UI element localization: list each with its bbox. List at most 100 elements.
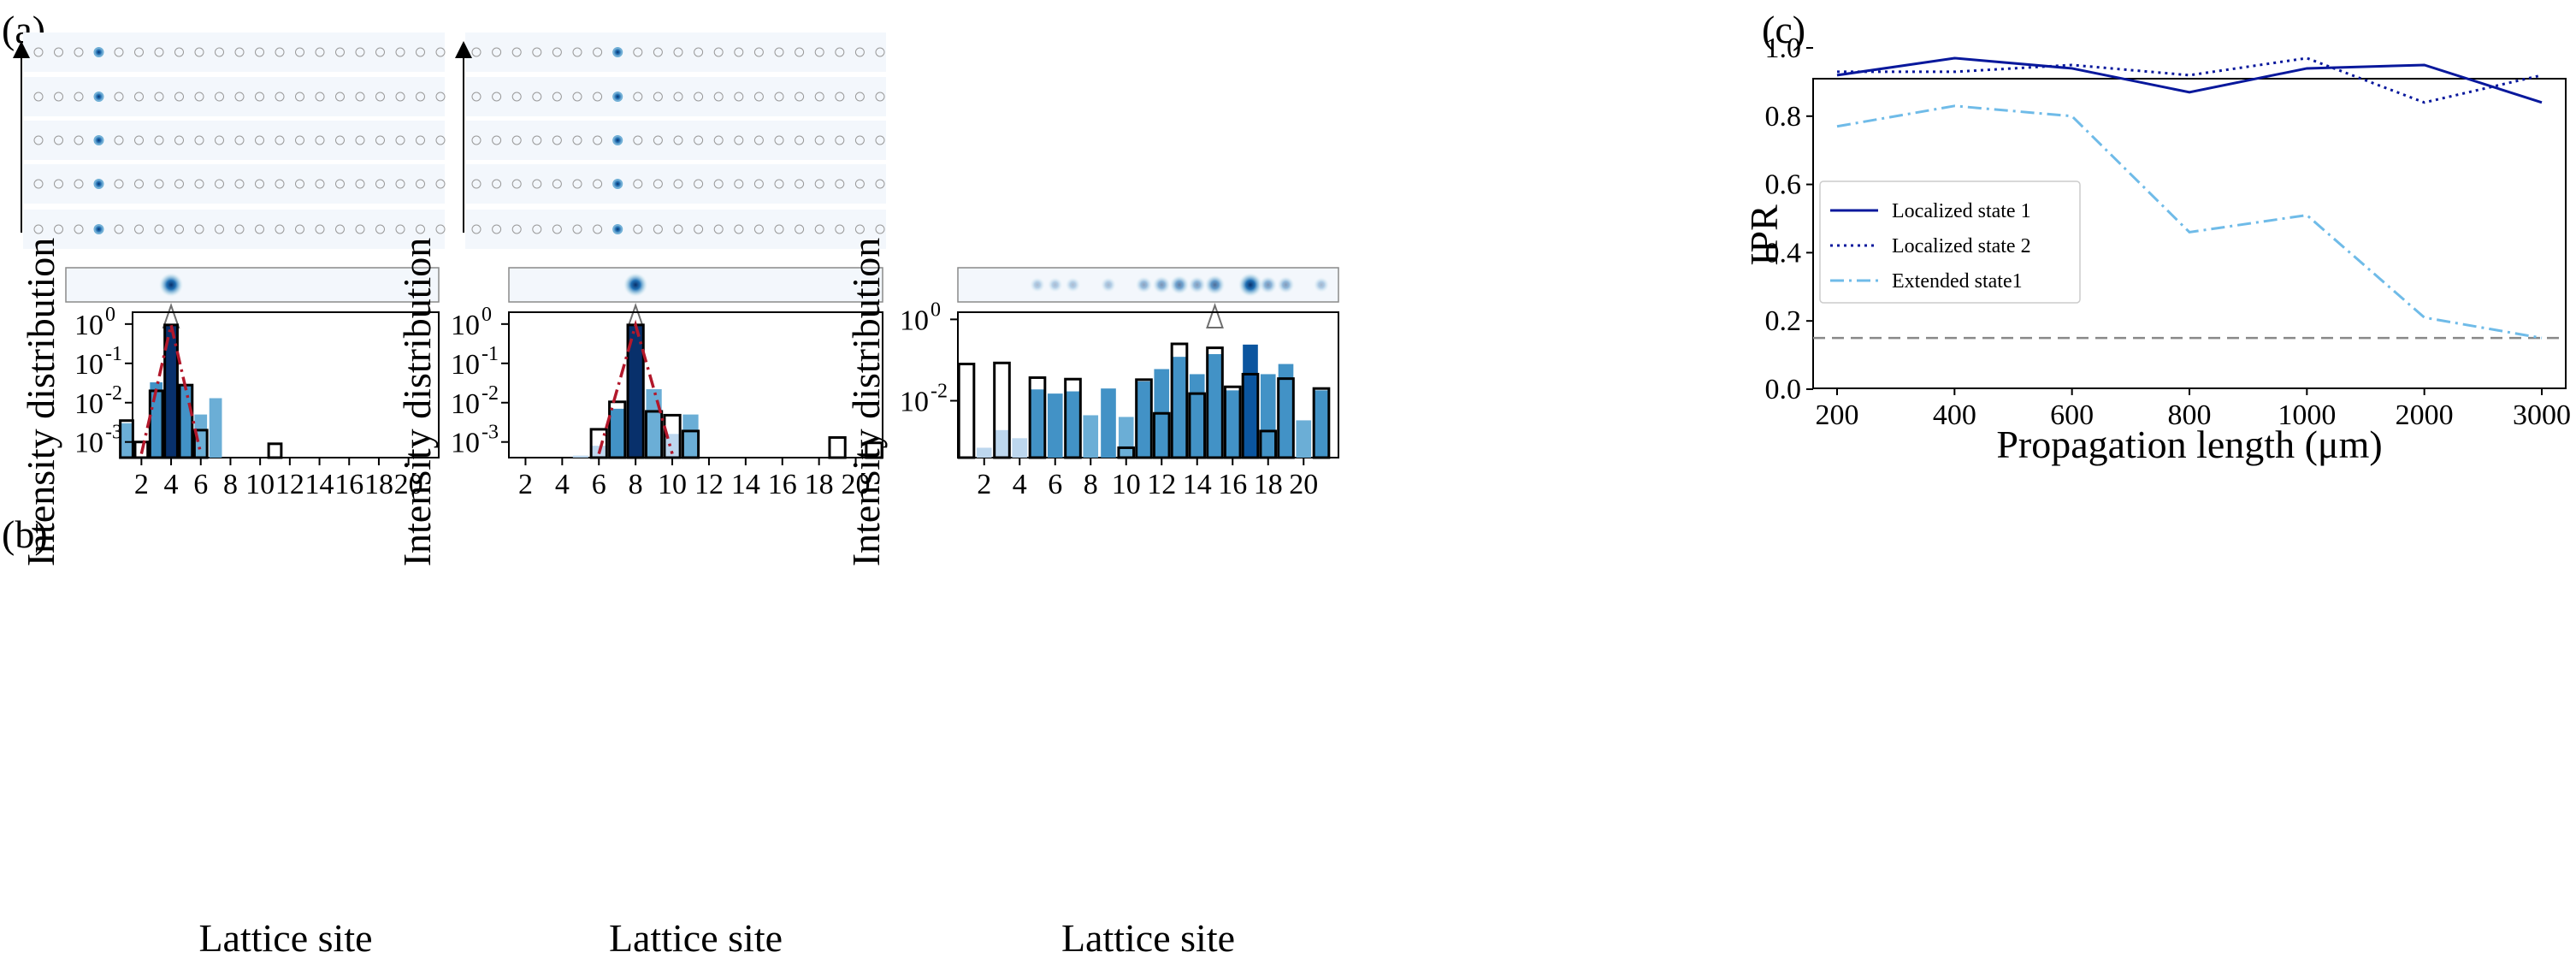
legend: Localized state 1 Localized state 2 Exte…	[1819, 180, 2081, 304]
waveguide	[633, 179, 643, 189]
waveguide	[355, 179, 365, 189]
outline-bar	[1206, 346, 1224, 459]
waveguide	[774, 47, 784, 57]
filled-bar	[609, 408, 625, 458]
waveguide	[875, 179, 885, 189]
waveguide	[694, 224, 704, 234]
x-tick-label: 800	[2168, 399, 2212, 431]
filled-bar	[1118, 417, 1134, 458]
y-tick-exponent: -2	[931, 381, 948, 403]
waveguide	[814, 135, 824, 145]
waveguide	[774, 179, 784, 189]
filled-bar	[209, 398, 222, 458]
lattice-row-left-5	[23, 210, 445, 249]
waveguide	[795, 92, 805, 102]
waveguide	[435, 179, 446, 189]
y-tick-label: 10	[451, 349, 480, 381]
waveguide	[753, 224, 764, 234]
waveguide	[572, 47, 582, 57]
waveguide	[315, 179, 325, 189]
waveguide	[154, 135, 164, 145]
filled-bar	[1278, 364, 1294, 458]
waveguide	[174, 179, 184, 189]
waveguide	[194, 135, 204, 145]
waveguide	[335, 135, 345, 145]
y-tick-label: 10	[74, 428, 103, 459]
waveguide	[734, 47, 744, 57]
y-tick-label: 10	[900, 387, 929, 418]
waveguide	[814, 179, 824, 189]
waveguide	[416, 135, 425, 145]
waveguide	[215, 135, 224, 145]
waveguide	[511, 92, 522, 102]
panel-label-b: (b)	[2, 512, 48, 556]
waveguide	[532, 224, 542, 234]
legend-label-localized-2: Localized state 2	[1892, 235, 2031, 257]
waveguide	[215, 92, 224, 102]
x-tick-label: 6	[592, 469, 606, 500]
outline-bar	[267, 442, 283, 459]
y-tick-label: 10	[74, 310, 103, 341]
waveguide	[875, 92, 885, 102]
waveguide	[54, 47, 63, 57]
waveguide	[33, 179, 44, 189]
waveguide	[355, 224, 365, 234]
waveguide	[355, 135, 365, 145]
waveguide	[74, 92, 84, 102]
x-axis-label: Lattice site	[1061, 916, 1235, 960]
outline-bar	[1277, 377, 1295, 459]
waveguide	[134, 92, 144, 102]
waveguide	[74, 135, 84, 145]
camera-strip	[508, 267, 883, 303]
waveguide	[653, 179, 663, 189]
waveguide	[492, 92, 502, 102]
x-tick-label: 4	[1013, 469, 1027, 500]
waveguide	[194, 92, 204, 102]
waveguide	[572, 224, 582, 234]
y-tick-exponent: 0	[105, 304, 115, 326]
waveguide	[875, 135, 885, 145]
y-axis-label: Intensity distribution	[19, 238, 62, 567]
waveguide	[713, 179, 724, 189]
waveguide	[114, 92, 124, 102]
camera-strip	[65, 267, 440, 303]
x-tick-label: 2	[134, 469, 149, 500]
x-tick-label: 3000	[2513, 399, 2571, 431]
waveguide	[552, 47, 562, 57]
waveguide	[492, 135, 502, 145]
panel-a-lattice	[13, 33, 886, 249]
legend-box	[1819, 180, 2081, 304]
waveguide	[694, 135, 704, 145]
waveguide	[653, 135, 663, 145]
waveguide	[854, 135, 865, 145]
waveguide	[532, 47, 542, 57]
waveguide	[355, 47, 365, 57]
waveguide	[875, 47, 885, 57]
x-tick-label: 8	[629, 469, 643, 500]
outline-bar	[681, 429, 700, 459]
x-tick-label: 18	[805, 469, 834, 500]
waveguide	[814, 224, 824, 234]
intensity-spot	[1135, 275, 1153, 294]
waveguide	[795, 224, 805, 234]
waveguide	[154, 179, 164, 189]
waveguide	[234, 135, 245, 145]
y-axis-label: Intensity distribution	[844, 238, 888, 567]
y-axis-label: Intensity distribution	[395, 238, 439, 567]
x-tick-label: 16	[1218, 469, 1247, 500]
lattice-row-left-4	[23, 164, 445, 204]
filled-bar	[1207, 353, 1223, 458]
filled-bar	[1012, 438, 1028, 458]
waveguide	[471, 179, 482, 189]
y-tick-label: 10	[451, 310, 480, 341]
waveguide	[33, 92, 44, 102]
waveguide	[511, 224, 522, 234]
y-tick-label: 10	[74, 388, 103, 420]
outline-bar	[828, 435, 847, 459]
waveguide	[795, 47, 805, 57]
x-tick-label: 1000	[2278, 399, 2336, 431]
x-tick-label: 16	[768, 469, 797, 500]
x-tick-label: 16	[334, 469, 363, 500]
x-tick-label: 18	[364, 469, 393, 500]
